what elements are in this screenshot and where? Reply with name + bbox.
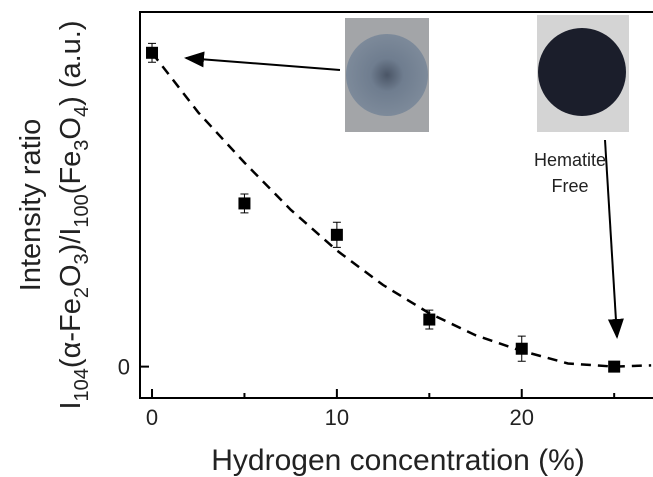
subscript: 104 <box>71 368 93 401</box>
label-part: (α-Fe <box>55 298 87 368</box>
x-axis-label: Hydrogen concentration (%) <box>211 444 585 477</box>
data-point <box>331 229 343 241</box>
y-tick-label: 0 <box>118 355 130 380</box>
arrow <box>186 58 340 70</box>
data-point <box>423 314 435 326</box>
subscript: 3 <box>71 140 93 151</box>
subscript: 4 <box>71 106 93 117</box>
subscript: 100 <box>71 194 93 227</box>
label-part: O <box>55 264 87 287</box>
annotation: Hematite <box>534 150 606 170</box>
arrow <box>605 140 617 337</box>
data-point <box>238 197 250 209</box>
label-part: ) (a.u.) <box>55 20 87 105</box>
label-part: )/I <box>55 228 87 254</box>
label-part: O <box>55 117 87 140</box>
label-part: (Fe <box>55 151 87 195</box>
y-axis-label: I104(α-Fe2O3)/I100(Fe3O4) (a.u.) <box>55 20 93 409</box>
subscript: 3 <box>71 253 93 264</box>
photo-free <box>537 15 629 132</box>
x-tick-label: 10 <box>325 405 349 430</box>
label-part: I <box>55 401 87 409</box>
x-tick-label: 20 <box>510 405 534 430</box>
subscript: 2 <box>71 287 93 298</box>
annotation: Free <box>551 176 588 196</box>
y-axis-label: Intensity ratio <box>15 119 47 291</box>
chart: Hematite Free Hydrogen concentration (%)… <box>0 0 653 477</box>
photo-partial <box>345 18 429 132</box>
x-tick-label: 0 <box>146 405 158 430</box>
